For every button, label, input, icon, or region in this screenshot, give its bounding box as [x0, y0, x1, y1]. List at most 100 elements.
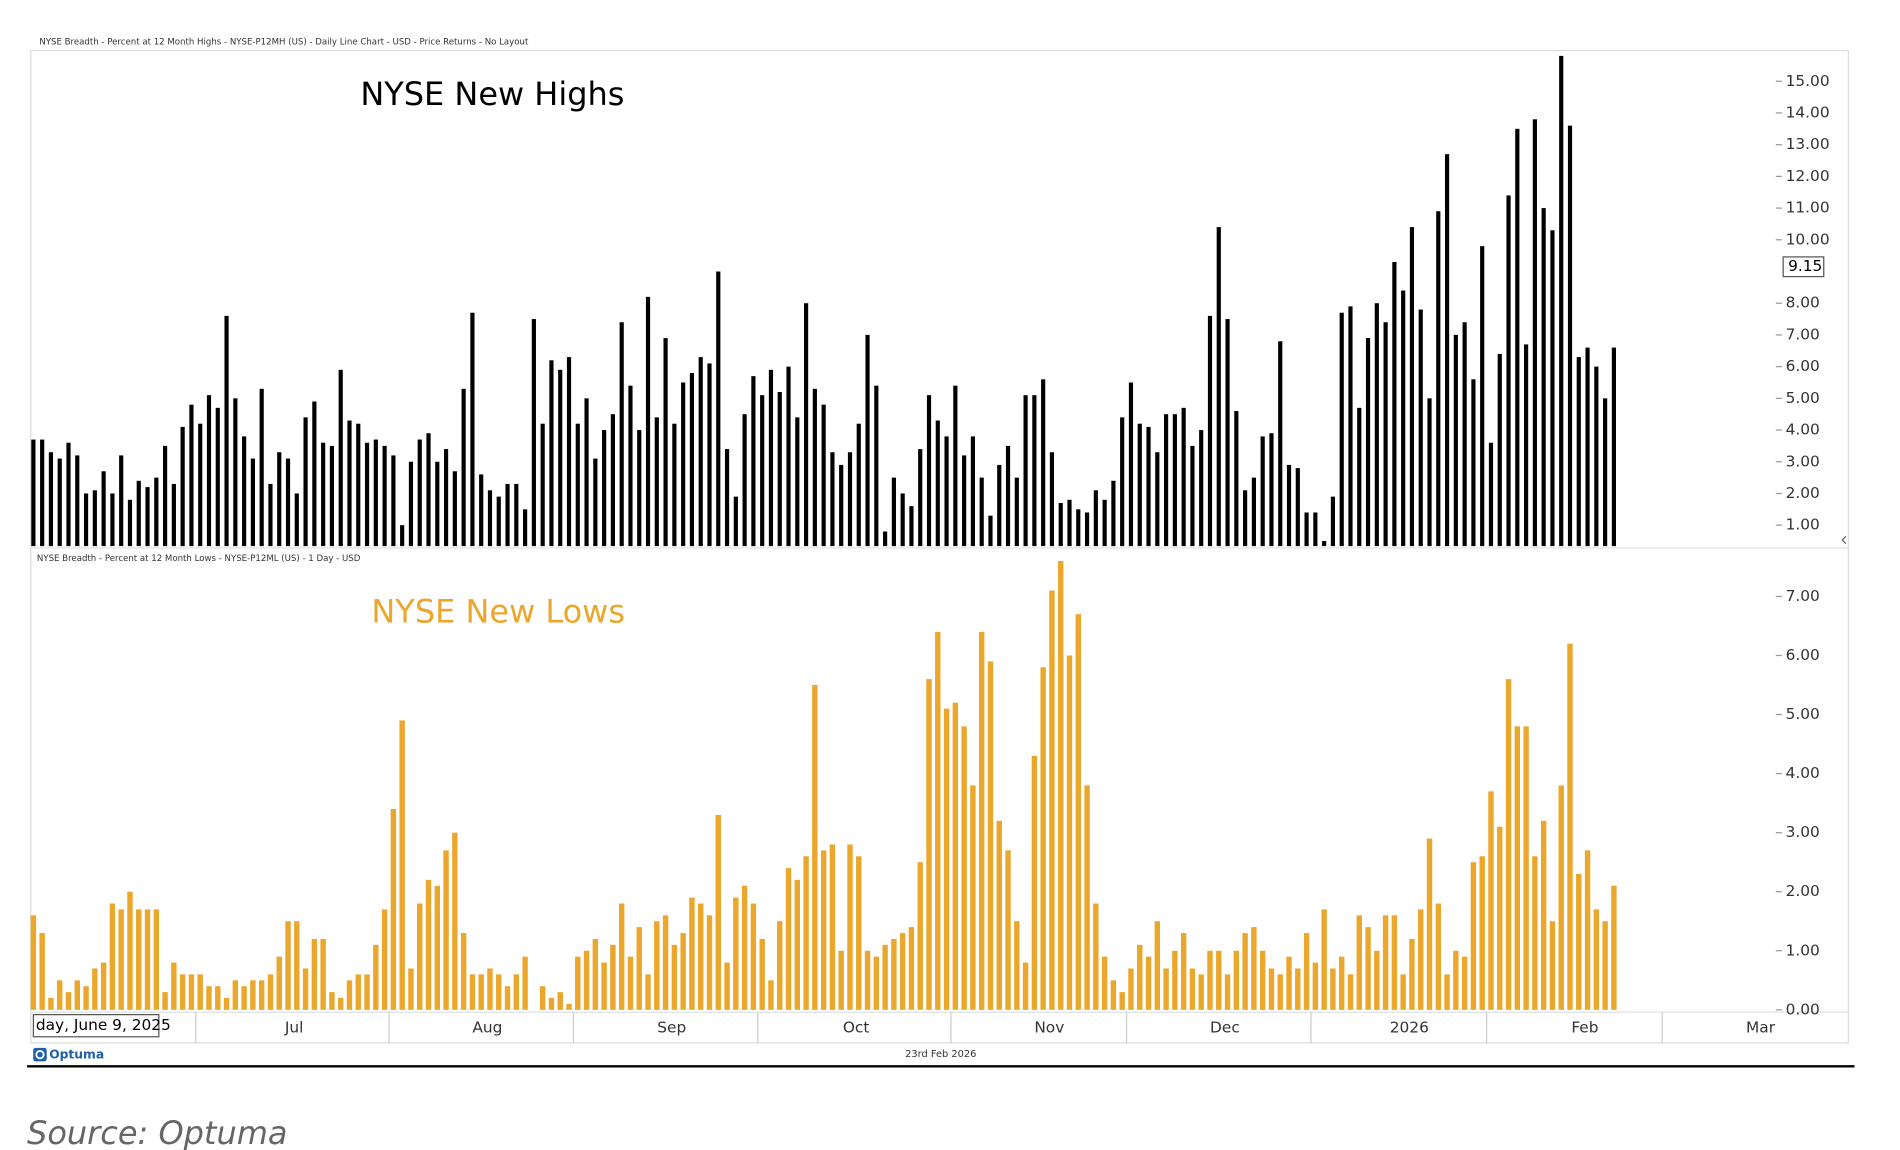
bar [180, 426, 185, 547]
bar [206, 986, 212, 1010]
bar [435, 461, 440, 547]
bar [1216, 950, 1222, 1010]
bar [742, 414, 747, 547]
collapse-icon[interactable] [1841, 535, 1847, 545]
bar [154, 477, 159, 547]
bar [1260, 436, 1265, 547]
bar [74, 980, 80, 1010]
bar [417, 903, 423, 1010]
bar [1330, 968, 1336, 1010]
bar [786, 366, 791, 547]
bar [119, 455, 124, 547]
bar [583, 950, 590, 1010]
bar [347, 420, 352, 547]
bar [57, 458, 62, 547]
bar [1032, 395, 1037, 547]
bar [575, 956, 581, 1010]
bar [1541, 208, 1546, 547]
bar [197, 974, 203, 1010]
bar [1022, 962, 1029, 1010]
bar [1400, 974, 1406, 1010]
bar [883, 531, 888, 547]
bar [1453, 334, 1458, 547]
bar [1365, 338, 1371, 547]
bar [1427, 398, 1432, 547]
bar [1312, 962, 1319, 1010]
bar [460, 933, 467, 1010]
bar [443, 449, 449, 547]
bar [864, 950, 871, 1010]
bar [1558, 785, 1564, 1010]
y-tick-label: 12.00 [1786, 167, 1830, 185]
bar [1224, 974, 1231, 1010]
y-tick-label: 6.00 [1786, 357, 1820, 375]
bar [1497, 353, 1502, 547]
bar [558, 369, 563, 547]
bar [1207, 315, 1213, 547]
bar [1058, 561, 1064, 1010]
y-tick-label: 14.00 [1786, 103, 1830, 121]
bar [373, 439, 378, 547]
bar [399, 720, 405, 1010]
y-tick-label: 2.00 [1786, 484, 1820, 502]
bar [1251, 477, 1256, 547]
bar [1567, 125, 1573, 547]
bar [373, 944, 379, 1010]
bar [189, 404, 194, 547]
bar [1426, 838, 1433, 1010]
y-tick-label: 15.00 [1786, 72, 1830, 90]
bar [110, 493, 115, 547]
bar [505, 483, 510, 547]
bar [223, 998, 230, 1010]
bar [100, 962, 107, 1010]
bar [215, 986, 221, 1010]
y-tick-label: 13.00 [1786, 135, 1830, 153]
bar [1435, 903, 1441, 1010]
bar [1471, 379, 1476, 547]
bar [470, 312, 475, 547]
bar [329, 445, 335, 547]
y-tick-label: 11.00 [1786, 199, 1830, 217]
bar [1076, 509, 1081, 547]
bar [741, 885, 748, 1010]
bar [1506, 195, 1511, 547]
bar [847, 844, 853, 1010]
bar [645, 296, 651, 547]
bar [1524, 344, 1529, 547]
bar [637, 430, 642, 547]
bar [48, 452, 54, 547]
bar [57, 980, 63, 1010]
bar [1110, 980, 1117, 1010]
bar [206, 395, 212, 547]
bar [381, 909, 388, 1010]
bar [1199, 430, 1204, 547]
bar [1268, 968, 1275, 1010]
bar [1154, 921, 1161, 1010]
bar [839, 464, 844, 547]
bar [1093, 903, 1099, 1010]
last-value-label: 9.15 [1788, 257, 1822, 275]
bar [592, 938, 599, 1010]
y-tick-label: 7.00 [1786, 587, 1820, 605]
bar [768, 980, 774, 1010]
bar [75, 455, 80, 547]
bar [548, 998, 555, 1010]
bar [426, 433, 431, 547]
bar [1401, 290, 1406, 547]
bar [1243, 490, 1248, 547]
bar [812, 388, 817, 547]
bar [715, 814, 721, 1010]
bar [671, 944, 678, 1010]
logo-text: Optuma [49, 1048, 104, 1062]
bar [1339, 312, 1344, 547]
bar [329, 992, 335, 1010]
bar [1067, 499, 1072, 547]
bar [1602, 921, 1608, 1010]
bar [258, 980, 265, 1010]
bar [1550, 230, 1555, 547]
bar [953, 385, 958, 547]
bar [1453, 950, 1459, 1010]
bar [1128, 968, 1134, 1010]
bar [1155, 452, 1160, 547]
bar [1611, 885, 1617, 1010]
